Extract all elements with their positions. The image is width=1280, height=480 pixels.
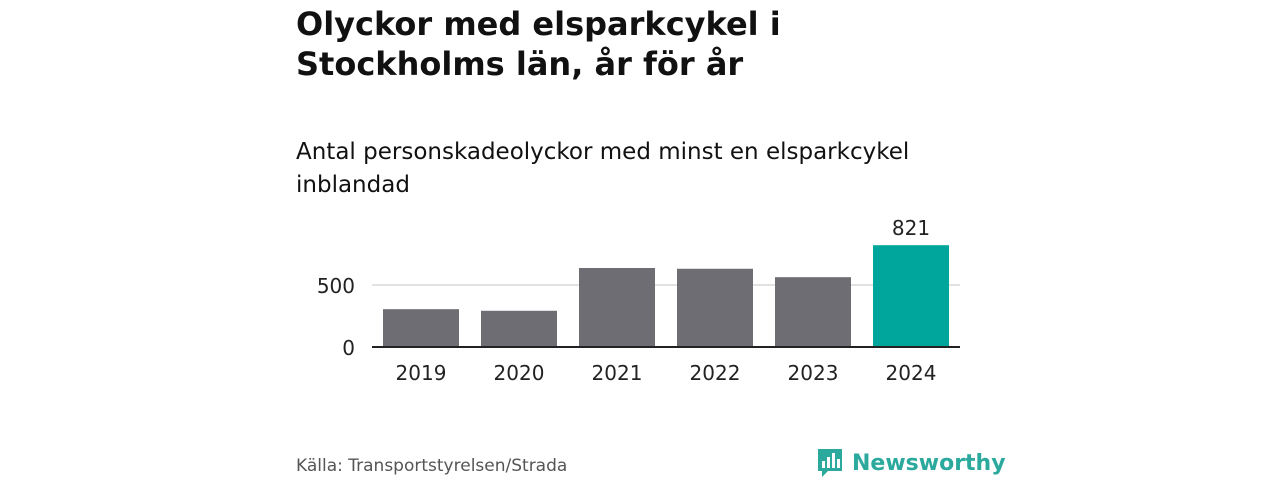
chart-subtitle: Antal personskadeolyckor med minst en el…	[296, 139, 910, 198]
newsworthy-logo-icon	[818, 449, 842, 477]
x-tick-label: 2024	[886, 361, 937, 385]
data-label: 821	[892, 216, 930, 240]
y-tick-label: 0	[342, 336, 355, 360]
bar-2021	[579, 268, 655, 347]
bar-2019	[383, 309, 459, 347]
bar-2022	[677, 268, 753, 347]
bar-2020	[481, 310, 557, 347]
y-tick-label: 500	[317, 274, 355, 298]
x-tick-label: 2021	[592, 361, 643, 385]
chart-title: Olyckor med elsparkcykel i Stockholms lä…	[296, 5, 781, 83]
source-note: Källa: Transportstyrelsen/Strada	[296, 456, 568, 476]
x-tick-label: 2023	[788, 361, 839, 385]
x-tick-label: 2019	[396, 361, 447, 385]
brand-name: Newsworthy	[852, 450, 1006, 476]
x-tick-label: 2022	[690, 361, 741, 385]
brand-logo: Newsworthy	[816, 447, 1006, 479]
bar-2024	[873, 245, 949, 347]
x-tick-label: 2020	[494, 361, 545, 385]
bar-2023	[775, 277, 851, 347]
